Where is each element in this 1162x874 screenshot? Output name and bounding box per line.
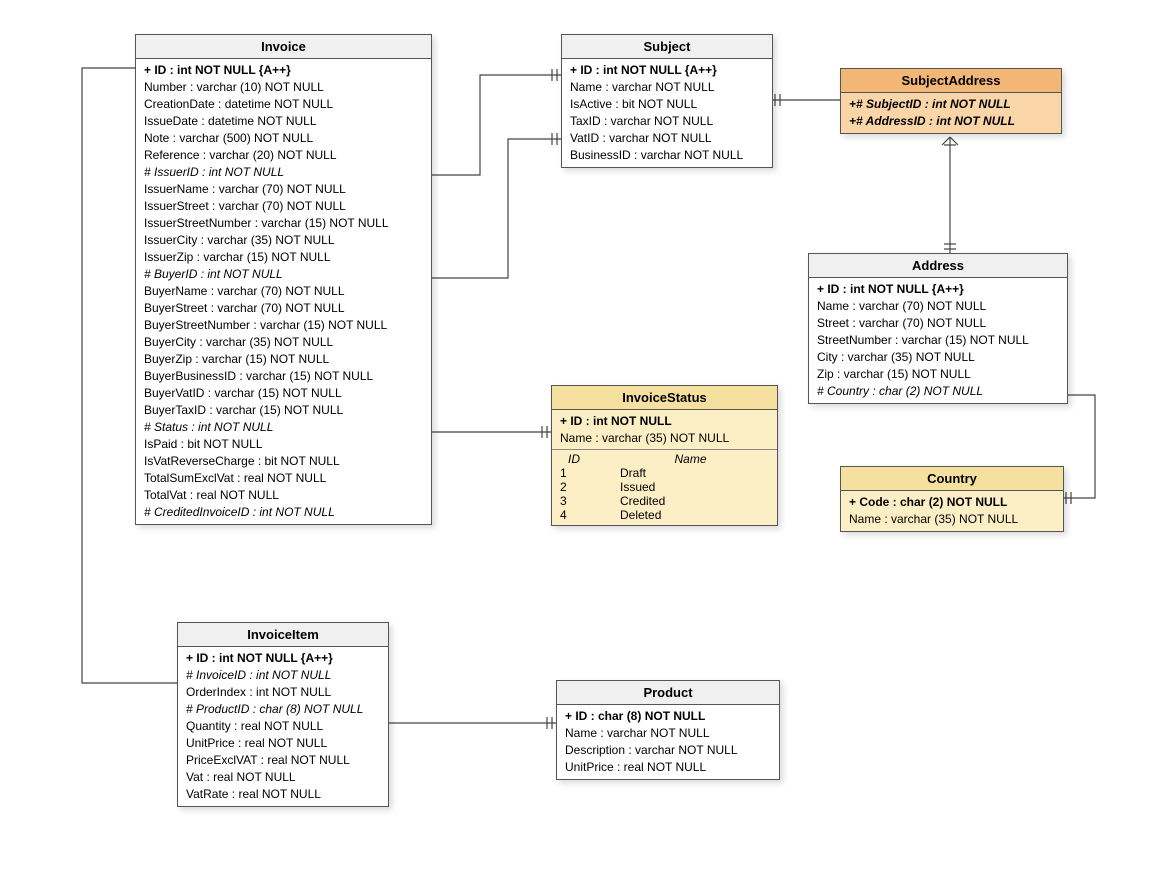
field-row: + ID : char (8) NOT NULL [563, 708, 773, 725]
field-row: Description : varchar NOT NULL [563, 742, 773, 759]
field-row: Name : varchar (35) NOT NULL [558, 430, 771, 447]
entity-title: Subject [562, 35, 772, 59]
entity-body: +# SubjectID : int NOT NULL+# AddressID … [841, 93, 1061, 133]
field-row: +# AddressID : int NOT NULL [847, 113, 1055, 130]
entity-title: InvoiceItem [178, 623, 388, 647]
entity-product: Product+ ID : char (8) NOT NULLName : va… [556, 680, 780, 780]
field-row: # InvoiceID : int NOT NULL [184, 667, 382, 684]
entity-body: + Code : char (2) NOT NULLName : varchar… [841, 491, 1063, 531]
entity-title: SubjectAddress [841, 69, 1061, 93]
field-row: IssuerCity : varchar (35) NOT NULL [142, 232, 425, 249]
field-row: BuyerStreetNumber : varchar (15) NOT NUL… [142, 317, 425, 334]
entity-address: Address+ ID : int NOT NULL {A++}Name : v… [808, 253, 1068, 404]
field-row: OrderIndex : int NOT NULL [184, 684, 382, 701]
field-row: IsPaid : bit NOT NULL [142, 436, 425, 453]
entity-body: + ID : int NOT NULL {A++}Name : varchar … [562, 59, 772, 167]
connection-invoice-to-subject-buyer [430, 139, 561, 278]
field-row: Vat : real NOT NULL [184, 769, 382, 786]
field-row: # ProductID : char (8) NOT NULL [184, 701, 382, 718]
field-row: IsActive : bit NOT NULL [568, 96, 766, 113]
enum-row: 2Issued [558, 480, 771, 494]
entity-title: InvoiceStatus [552, 386, 777, 410]
field-row: TotalSumExclVat : real NOT NULL [142, 470, 425, 487]
field-row: IssuerName : varchar (70) NOT NULL [142, 181, 425, 198]
field-row: BusinessID : varchar NOT NULL [568, 147, 766, 164]
entity-title: Invoice [136, 35, 431, 59]
entity-body: + ID : char (8) NOT NULLName : varchar N… [557, 705, 779, 779]
field-row: IssueDate : datetime NOT NULL [142, 113, 425, 130]
field-row: Quantity : real NOT NULL [184, 718, 382, 735]
enum-row: 3Credited [558, 494, 771, 508]
enum-header: IDName [558, 452, 771, 466]
field-row: CreationDate : datetime NOT NULL [142, 96, 425, 113]
field-row: IsVatReverseCharge : bit NOT NULL [142, 453, 425, 470]
field-row: IssuerStreetNumber : varchar (15) NOT NU… [142, 215, 425, 232]
entity-body: + ID : int NOT NULLName : varchar (35) N… [552, 410, 777, 525]
field-row: VatID : varchar NOT NULL [568, 130, 766, 147]
field-row: BuyerBusinessID : varchar (15) NOT NULL [142, 368, 425, 385]
field-row: Name : varchar NOT NULL [568, 79, 766, 96]
entity-subject: Subject+ ID : int NOT NULL {A++}Name : v… [561, 34, 773, 168]
entity-body: + ID : int NOT NULL {A++}Number : varcha… [136, 59, 431, 524]
field-row: TaxID : varchar NOT NULL [568, 113, 766, 130]
field-row: # Status : int NOT NULL [142, 419, 425, 436]
entity-invoice: Invoice+ ID : int NOT NULL {A++}Number :… [135, 34, 432, 525]
field-row: Street : varchar (70) NOT NULL [815, 315, 1061, 332]
field-row: Note : varchar (500) NOT NULL [142, 130, 425, 147]
field-row: Number : varchar (10) NOT NULL [142, 79, 425, 96]
field-row: # BuyerID : int NOT NULL [142, 266, 425, 283]
field-row: IssuerStreet : varchar (70) NOT NULL [142, 198, 425, 215]
field-row: UnitPrice : real NOT NULL [563, 759, 773, 776]
field-row: UnitPrice : real NOT NULL [184, 735, 382, 752]
field-row: BuyerName : varchar (70) NOT NULL [142, 283, 425, 300]
field-row: BuyerCity : varchar (35) NOT NULL [142, 334, 425, 351]
entity-invoiceItem: InvoiceItem+ ID : int NOT NULL {A++}# In… [177, 622, 389, 807]
field-row: + ID : int NOT NULL {A++} [142, 62, 425, 79]
enum-header-name: Name [665, 452, 772, 466]
field-row: + ID : int NOT NULL [558, 413, 771, 430]
entity-invoiceStatus: InvoiceStatus+ ID : int NOT NULLName : v… [551, 385, 778, 526]
field-row: PriceExclVAT : real NOT NULL [184, 752, 382, 769]
entity-country: Country+ Code : char (2) NOT NULLName : … [840, 466, 1064, 532]
field-row: VatRate : real NOT NULL [184, 786, 382, 803]
field-row: + Code : char (2) NOT NULL [847, 494, 1057, 511]
field-row: Name : varchar (70) NOT NULL [815, 298, 1061, 315]
field-row: StreetNumber : varchar (15) NOT NULL [815, 332, 1061, 349]
field-row: # Country : char (2) NOT NULL [815, 383, 1061, 400]
entity-body: + ID : int NOT NULL {A++}Name : varchar … [809, 278, 1067, 403]
field-row: Reference : varchar (20) NOT NULL [142, 147, 425, 164]
field-row: # CreditedInvoiceID : int NOT NULL [142, 504, 425, 521]
field-row: BuyerTaxID : varchar (15) NOT NULL [142, 402, 425, 419]
entity-title: Address [809, 254, 1067, 278]
field-row: Name : varchar (35) NOT NULL [847, 511, 1057, 528]
field-row: +# SubjectID : int NOT NULL [847, 96, 1055, 113]
connection-invoice-to-subject-issuer [430, 75, 561, 175]
enum-header-id: ID [558, 452, 665, 466]
field-row: + ID : int NOT NULL {A++} [184, 650, 382, 667]
connection-address-to-country [1062, 395, 1095, 498]
field-row: BuyerStreet : varchar (70) NOT NULL [142, 300, 425, 317]
separator [552, 449, 777, 450]
field-row: + ID : int NOT NULL {A++} [815, 281, 1061, 298]
entity-title: Country [841, 467, 1063, 491]
field-row: BuyerZip : varchar (15) NOT NULL [142, 351, 425, 368]
field-row: City : varchar (35) NOT NULL [815, 349, 1061, 366]
field-row: IssuerZip : varchar (15) NOT NULL [142, 249, 425, 266]
field-row: Name : varchar NOT NULL [563, 725, 773, 742]
enum-row: 4Deleted [558, 508, 771, 522]
entity-body: + ID : int NOT NULL {A++}# InvoiceID : i… [178, 647, 388, 806]
field-row: + ID : int NOT NULL {A++} [568, 62, 766, 79]
entity-title: Product [557, 681, 779, 705]
field-row: # IssuerID : int NOT NULL [142, 164, 425, 181]
field-row: Zip : varchar (15) NOT NULL [815, 366, 1061, 383]
entity-subjectAddress: SubjectAddress+# SubjectID : int NOT NUL… [840, 68, 1062, 134]
field-row: BuyerVatID : varchar (15) NOT NULL [142, 385, 425, 402]
field-row: TotalVat : real NOT NULL [142, 487, 425, 504]
enum-row: 1Draft [558, 466, 771, 480]
